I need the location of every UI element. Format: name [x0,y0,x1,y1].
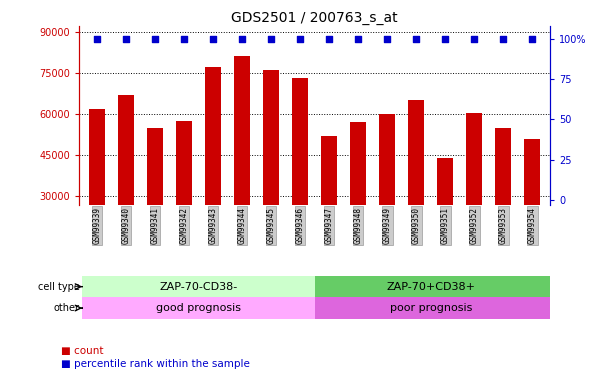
Text: GSM99340: GSM99340 [122,207,130,244]
Point [527,36,537,42]
Point [121,36,131,42]
Point [441,36,450,42]
Text: ■ count: ■ count [61,346,104,356]
Bar [379,114,395,279]
Text: cell type: cell type [37,282,79,292]
Text: GSM99350: GSM99350 [412,207,421,244]
Point [499,36,508,42]
Point [411,36,421,42]
Text: GSM99353: GSM99353 [499,207,508,244]
Text: ZAP-70-CD38-: ZAP-70-CD38- [159,282,238,292]
Bar [496,128,511,279]
Point [237,36,247,42]
Text: GSM99351: GSM99351 [441,207,450,244]
Bar [118,95,134,279]
Bar [89,109,105,279]
Bar [408,100,424,279]
Text: GSM99339: GSM99339 [92,207,101,244]
Text: GSM99347: GSM99347 [324,207,334,244]
Text: GSM99344: GSM99344 [238,207,247,244]
Bar [82,297,315,319]
Bar [437,158,453,279]
Bar [315,276,550,297]
Bar [176,121,192,279]
Point [382,36,392,42]
Bar [82,276,315,297]
Text: GSM99343: GSM99343 [208,207,218,244]
Text: GSM99354: GSM99354 [528,207,537,244]
Point [324,36,334,42]
Text: ZAP-70+CD38+: ZAP-70+CD38+ [386,282,475,292]
Point [295,36,305,42]
Bar [147,128,163,279]
Text: good prognosis: good prognosis [156,303,241,313]
Text: GSM99352: GSM99352 [470,207,479,244]
Point [266,36,276,42]
Title: GDS2501 / 200763_s_at: GDS2501 / 200763_s_at [232,11,398,25]
Bar [315,297,550,319]
Bar [466,112,482,279]
Point [469,36,479,42]
Text: GSM99342: GSM99342 [180,207,188,244]
Point [208,36,218,42]
Text: other: other [53,303,79,313]
Text: GSM99341: GSM99341 [150,207,159,244]
Bar [263,70,279,279]
Point [92,36,102,42]
Bar [524,139,541,279]
Text: GSM99349: GSM99349 [382,207,392,244]
Point [150,36,160,42]
Bar [205,68,221,279]
Text: ■ percentile rank within the sample: ■ percentile rank within the sample [61,359,250,369]
Point [353,36,363,42]
Bar [350,122,366,279]
Text: GSM99345: GSM99345 [266,207,276,244]
Point [179,36,189,42]
Bar [292,78,308,279]
Bar [234,56,250,279]
Bar [321,136,337,279]
Text: poor prognosis: poor prognosis [390,303,472,313]
Text: GSM99346: GSM99346 [296,207,305,244]
Text: GSM99348: GSM99348 [354,207,363,244]
